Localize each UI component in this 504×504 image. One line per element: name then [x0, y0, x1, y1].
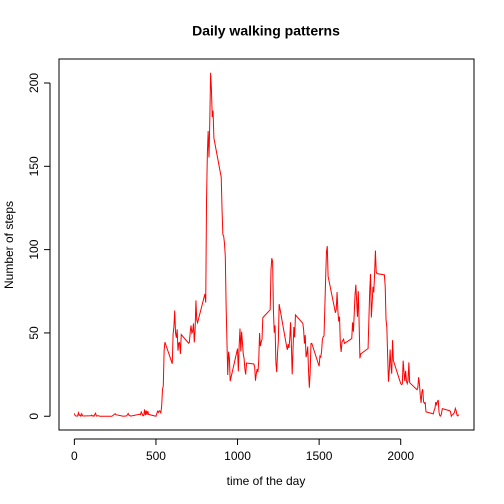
x-tick-label: 1000	[224, 449, 251, 463]
x-tick-label: 0	[71, 449, 78, 463]
x-axis-label: time of the day	[227, 474, 306, 488]
plot-box	[58, 58, 475, 431]
y-tick-label: 50	[27, 326, 41, 340]
x-tick-label: 1500	[306, 449, 333, 463]
series-line	[73, 72, 460, 418]
x-tick-label: 2000	[387, 449, 414, 463]
y-axis-label: Number of steps	[2, 201, 16, 289]
y-tick-label: 100	[27, 239, 41, 259]
y-tick-label: 0	[27, 413, 41, 420]
y-tick-label: 200	[27, 73, 41, 93]
y-tick-label: 150	[27, 156, 41, 176]
chart-title: Daily walking patterns	[192, 23, 340, 39]
x-tick-label: 500	[146, 449, 166, 463]
